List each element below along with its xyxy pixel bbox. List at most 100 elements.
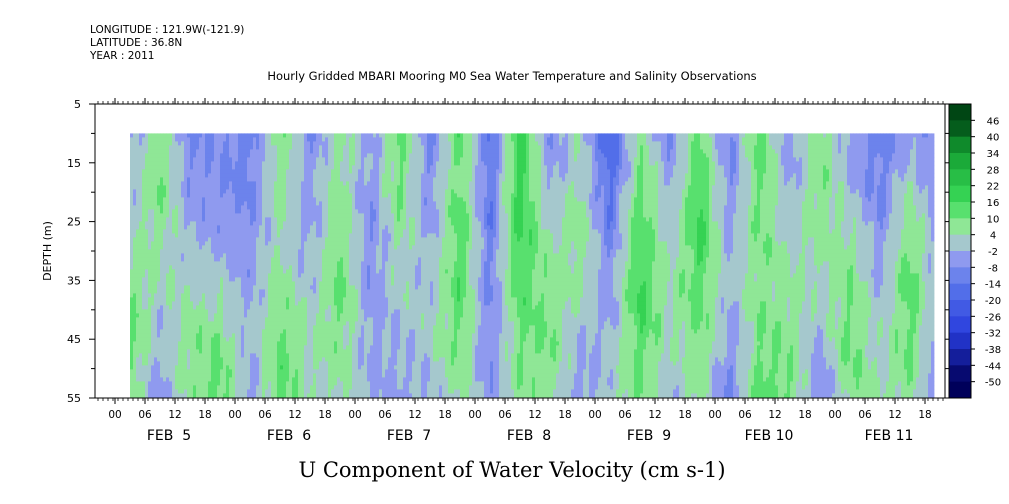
heatmap-cell	[274, 153, 278, 158]
heatmap-cell	[259, 241, 263, 246]
heatmap-cell	[280, 321, 284, 326]
heatmap-cell	[214, 341, 218, 346]
heatmap-cell	[289, 317, 293, 322]
heatmap-cell	[343, 365, 347, 370]
heatmap-cell	[217, 153, 221, 158]
heatmap-cell	[160, 165, 164, 170]
heatmap-cell	[232, 281, 236, 286]
heatmap-cell	[268, 321, 272, 326]
heatmap-cell	[217, 393, 221, 398]
heatmap-cell	[313, 337, 317, 342]
heatmap-cell	[349, 197, 353, 202]
heatmap-cell	[337, 353, 341, 358]
heatmap-cell	[184, 193, 188, 198]
heatmap-cell	[340, 293, 344, 298]
heatmap-cell	[178, 285, 182, 290]
heatmap-cell	[340, 305, 344, 310]
heatmap-cell	[184, 381, 188, 386]
heatmap-cell	[283, 325, 287, 330]
heatmap-cell	[151, 173, 155, 178]
heatmap-cell	[283, 193, 287, 198]
heatmap-cell	[340, 233, 344, 238]
heatmap-cell	[316, 329, 320, 334]
heatmap-cell	[310, 337, 314, 342]
heatmap-cell	[322, 213, 326, 218]
heatmap-cell	[184, 149, 188, 154]
heatmap-cell	[250, 161, 254, 166]
heatmap-cell	[280, 285, 284, 290]
heatmap-cell	[319, 213, 323, 218]
heatmap-cell	[268, 237, 272, 242]
heatmap-cell	[277, 229, 281, 234]
heatmap-cell	[133, 293, 137, 298]
heatmap-cell	[184, 289, 188, 294]
heatmap-cell	[319, 133, 323, 138]
heatmap-cell	[283, 297, 287, 302]
heatmap-cell	[145, 365, 149, 370]
heatmap-cell	[235, 309, 239, 314]
heatmap-cell	[247, 229, 251, 234]
heatmap-cell	[307, 365, 311, 370]
heatmap-cell	[223, 249, 227, 254]
heatmap-cell	[205, 357, 209, 362]
heatmap-cell	[220, 329, 224, 334]
heatmap-cell	[145, 369, 149, 374]
heatmap-cell	[268, 289, 272, 294]
heatmap-cell	[229, 201, 233, 206]
heatmap-cell	[130, 357, 134, 362]
heatmap-cell	[211, 157, 215, 162]
heatmap-cell	[175, 245, 179, 250]
heatmap-cell	[145, 221, 149, 226]
heatmap-cell	[163, 357, 167, 362]
heatmap-cell	[247, 201, 251, 206]
heatmap-cell	[349, 257, 353, 262]
heatmap-cell	[346, 273, 350, 278]
heatmap-cell	[343, 141, 347, 146]
heatmap-cell	[319, 173, 323, 178]
heatmap-cell	[136, 265, 140, 270]
heatmap-cell	[262, 341, 266, 346]
heatmap-cell	[277, 273, 281, 278]
heatmap-cell	[340, 133, 344, 138]
heatmap-cell	[319, 241, 323, 246]
heatmap-cell	[205, 237, 209, 242]
heatmap-cell	[310, 253, 314, 258]
heatmap-cell	[301, 189, 305, 194]
heatmap-cell	[286, 145, 290, 150]
heatmap-cell	[220, 261, 224, 266]
heatmap-cell	[157, 229, 161, 234]
heatmap-cell	[136, 277, 140, 282]
heatmap-cell	[328, 249, 332, 254]
heatmap-cell	[325, 261, 329, 266]
heatmap-cell	[337, 173, 341, 178]
heatmap-cell	[175, 333, 179, 338]
heatmap-cell	[187, 189, 191, 194]
heatmap-cell	[256, 157, 260, 162]
heatmap-cell	[349, 265, 353, 270]
heatmap-cell	[175, 253, 179, 258]
heatmap-cell	[274, 357, 278, 362]
heatmap-cell	[352, 133, 356, 138]
heatmap-cell	[244, 389, 248, 394]
heatmap-cell	[337, 285, 341, 290]
heatmap-cell	[133, 161, 137, 166]
heatmap-cell	[274, 349, 278, 354]
heatmap-cell	[232, 177, 236, 182]
heatmap-cell	[193, 241, 197, 246]
heatmap-cell	[271, 181, 275, 186]
heatmap-cell	[178, 313, 182, 318]
heatmap-cell	[307, 245, 311, 250]
heatmap-cell	[163, 177, 167, 182]
heatmap-cell	[340, 285, 344, 290]
heatmap-cell	[253, 329, 257, 334]
heatmap-cell	[295, 329, 299, 334]
heatmap-cell	[313, 161, 317, 166]
heatmap-cell	[250, 281, 254, 286]
heatmap-cell	[346, 153, 350, 158]
heatmap-cell	[148, 225, 152, 230]
heatmap-cell	[313, 321, 317, 326]
heatmap-cell	[250, 273, 254, 278]
heatmap-cell	[262, 233, 266, 238]
heatmap-cell	[172, 133, 176, 138]
heatmap-cell	[340, 393, 344, 398]
